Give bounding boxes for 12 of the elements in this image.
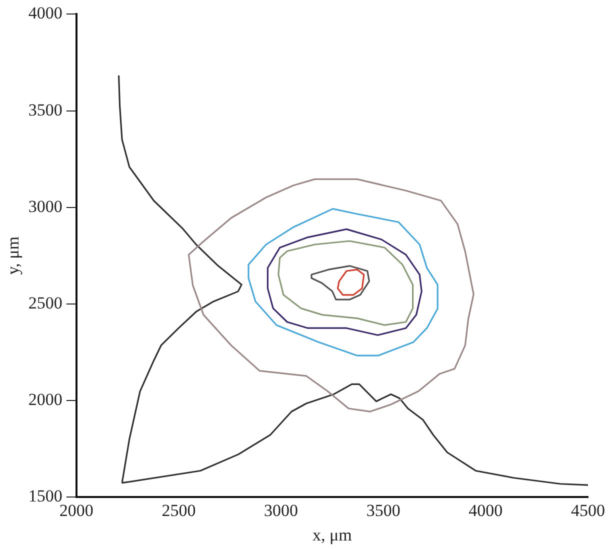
- y-tick-label: 3500: [28, 100, 62, 120]
- x-tick-label: 2500: [162, 500, 196, 520]
- x-tick-label: 4000: [468, 500, 503, 520]
- x-tick-label: 3500: [366, 500, 400, 520]
- y-axis-title: y, μm: [4, 236, 23, 275]
- y-tick-label: 4000: [28, 4, 62, 23]
- y-tick-label: 3000: [28, 196, 62, 216]
- y-tick-label: 2000: [28, 390, 62, 410]
- x-tick-label: 3000: [264, 500, 298, 520]
- x-axis-title: x, μm: [312, 525, 352, 544]
- x-tick-label: 4500: [571, 500, 605, 520]
- y-tick-label: 2500: [28, 293, 62, 312]
